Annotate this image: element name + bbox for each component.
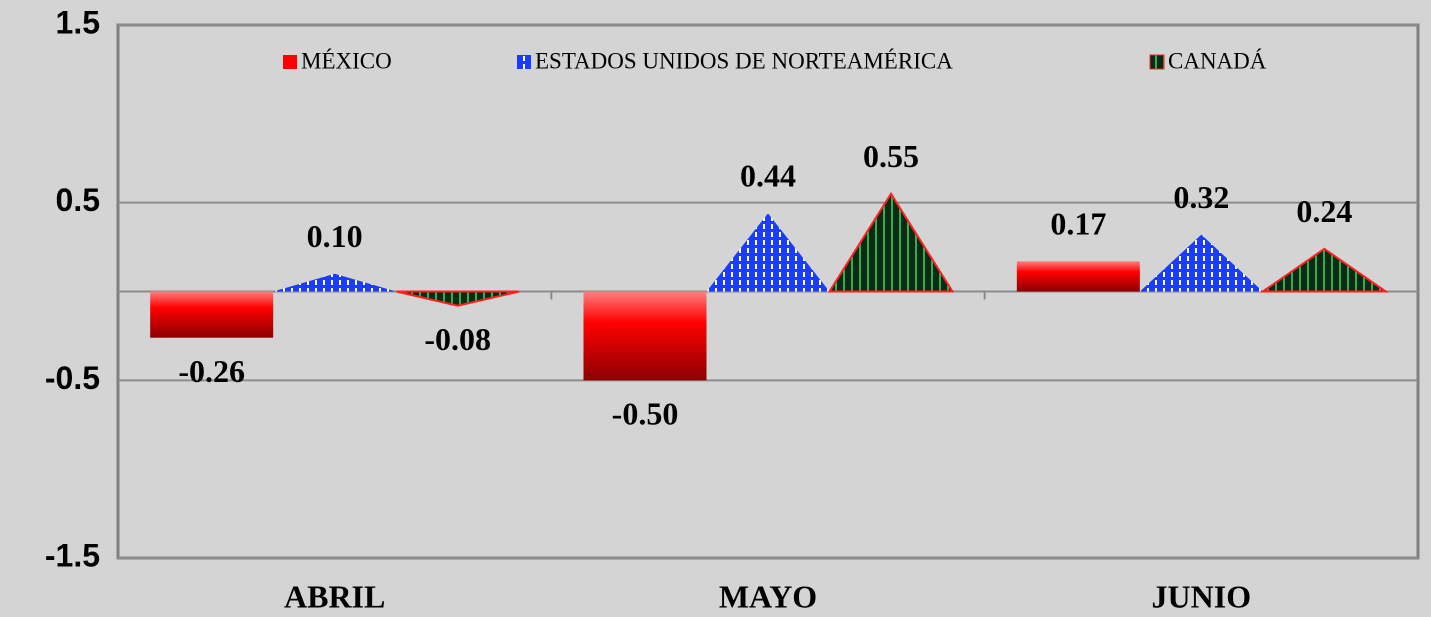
data-label: -0.50	[612, 396, 679, 432]
y-tick-label: 1.5	[56, 4, 100, 40]
legend-label: ESTADOS UNIDOS DE NORTEAMÉRICA	[535, 48, 953, 73]
legend-swatch	[517, 55, 531, 69]
x-tick-label: MAYO	[719, 578, 817, 614]
data-label: -0.26	[178, 353, 245, 389]
data-label: 0.44	[740, 158, 796, 194]
chart: -1.5 -0.5 0.5 1.5 ABRIL -0.26 0.10 -0.08 MAYO -0.…	[0, 0, 1431, 617]
legend-label: MÉXICO	[301, 48, 392, 73]
data-label: 0.24	[1296, 193, 1352, 229]
x-tick-label: ABRIL	[284, 578, 385, 614]
data-label: 0.55	[863, 138, 919, 174]
legend-swatch	[1150, 55, 1164, 69]
bar	[1017, 261, 1140, 291]
data-label: -0.08	[424, 321, 491, 357]
legend-label: CANADÁ	[1168, 48, 1267, 73]
bar	[584, 292, 707, 381]
bar	[150, 292, 273, 338]
data-label: 0.32	[1173, 179, 1229, 215]
x-tick-label: JUNIO	[1152, 578, 1252, 614]
y-tick-label: -1.5	[45, 537, 100, 573]
data-label: 0.10	[307, 218, 363, 254]
data-label: 0.17	[1050, 206, 1106, 242]
y-tick-label: -0.5	[45, 360, 100, 396]
legend-swatch	[283, 55, 297, 69]
y-tick-label: 0.5	[56, 182, 100, 218]
